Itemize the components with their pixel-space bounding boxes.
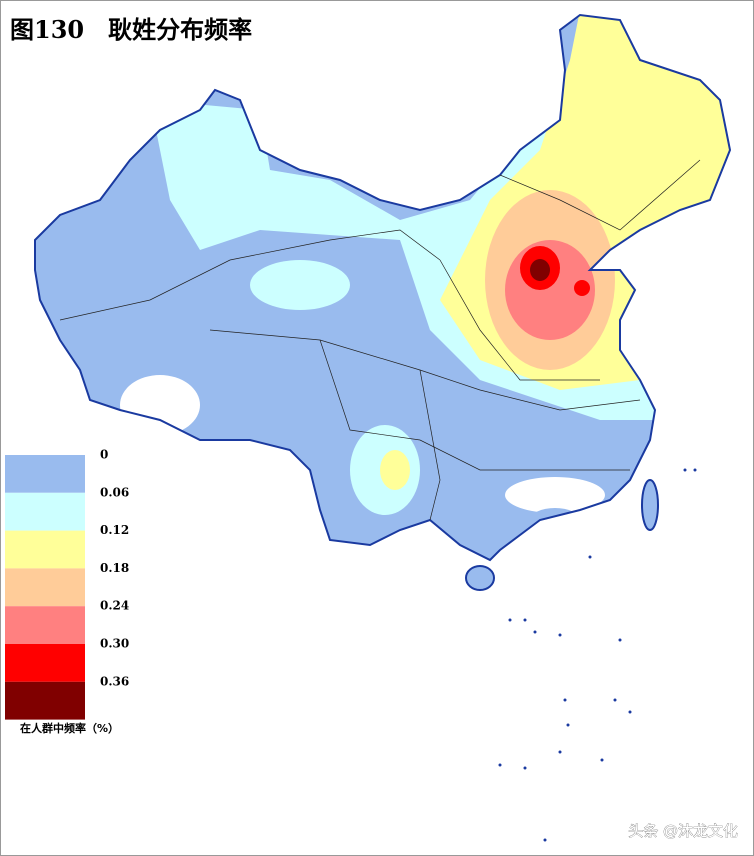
watermark: 头条 @沐龙文化 xyxy=(628,822,738,840)
legend-swatch xyxy=(5,492,85,531)
legend-label: 0.18 xyxy=(100,561,129,575)
taiwan xyxy=(641,479,659,531)
country-border xyxy=(34,13,732,562)
map xyxy=(34,13,732,842)
heat-zones xyxy=(120,15,730,532)
legend: 0 0.06 0.12 0.18 0.24 0.30 0.36 xyxy=(5,448,129,720)
hainan xyxy=(465,565,495,591)
legend-swatch xyxy=(5,644,85,682)
legend-label: 0.36 xyxy=(100,674,129,688)
legend-swatch xyxy=(5,606,85,644)
legend-swatch xyxy=(5,681,85,720)
province-borders xyxy=(59,159,701,521)
legend-swatch xyxy=(5,455,85,493)
legend-swatch xyxy=(5,568,85,607)
title: 图130 耿姓分布频率 xyxy=(10,15,252,44)
legend-label: 0 xyxy=(100,448,108,462)
legend-label: 0.24 xyxy=(100,599,129,613)
legend-caption: 在人群中频率（%） xyxy=(20,721,119,735)
legend-swatch xyxy=(5,530,85,569)
legend-label: 0.06 xyxy=(100,485,129,499)
islands xyxy=(498,468,697,842)
legend-label: 0.30 xyxy=(100,637,129,651)
legend-label: 0.12 xyxy=(100,523,129,537)
